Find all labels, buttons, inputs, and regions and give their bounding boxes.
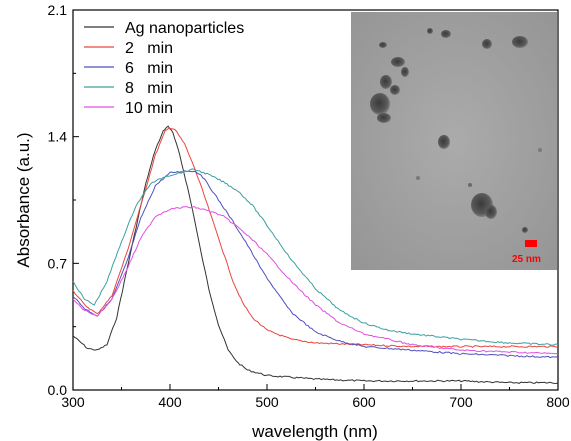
scale-bar-label: 25 nm (512, 254, 541, 265)
series-line-2 (72, 170, 559, 359)
series-line-1 (72, 127, 559, 349)
x-tick-label: 700 (449, 394, 473, 410)
x-tick-label: 400 (158, 394, 182, 410)
legend-label-0: Ag nanoparticles (125, 20, 244, 37)
legend: Ag nanoparticles 2 min 6 min 8 min 10 min (84, 20, 244, 117)
legend-label-3: 8 min (125, 80, 173, 97)
legend-label-2: 6 min (125, 60, 173, 77)
x-axis-ticks: 300 400 500 600 700 800 (61, 384, 570, 410)
tem-inset-image: 25 nm (351, 12, 557, 270)
y-axis-ticks: 0.0 0.7 1.4 2.1 (48, 2, 79, 398)
tem-inset-background (351, 12, 557, 270)
x-tick-label: 800 (546, 394, 570, 410)
series-line-4 (72, 205, 559, 355)
x-tick-label: 500 (255, 394, 279, 410)
y-tick-label: 0.7 (48, 255, 68, 271)
y-tick-label: 2.1 (48, 2, 68, 18)
x-tick-label: 600 (352, 394, 376, 410)
legend-label-4: 10 min (125, 100, 173, 117)
y-tick-label: 0.0 (48, 382, 68, 398)
x-tick-label: 300 (61, 394, 85, 410)
x-axis-title: wavelength (nm) (251, 422, 378, 441)
series-layer (72, 125, 559, 385)
y-axis-title: Absorbance (a.u.) (14, 132, 33, 267)
scale-bar (525, 240, 537, 247)
nanoparticle-cluster (370, 28, 542, 233)
series-line-0 (72, 125, 559, 385)
series-line-3 (72, 168, 559, 346)
y-tick-label: 1.4 (48, 129, 68, 145)
legend-label-1: 2 min (125, 40, 173, 57)
